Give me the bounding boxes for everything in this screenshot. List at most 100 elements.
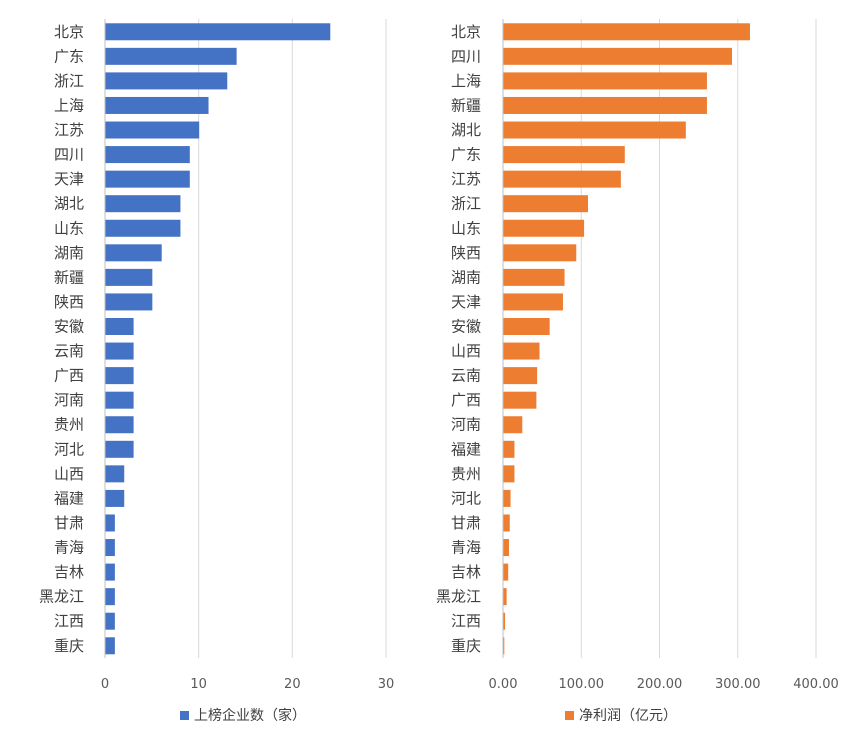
- left-category-label-4: 江苏: [54, 121, 84, 139]
- right-category-label-13: 山西: [451, 342, 481, 360]
- left-category-label-8: 山东: [54, 219, 84, 237]
- left-category-label-1: 广东: [54, 47, 84, 65]
- left-bar-17: [105, 440, 134, 458]
- left-category-label-20: 甘肃: [54, 514, 84, 532]
- left-bar-1: [105, 47, 237, 65]
- right-bar-16: [503, 416, 523, 434]
- right-category-label-24: 江西: [451, 612, 481, 630]
- left-category-label-0: 北京: [54, 23, 84, 41]
- right-category-label-5: 广东: [451, 146, 481, 164]
- left-category-label-5: 四川: [54, 146, 84, 164]
- right-bar-21: [503, 539, 509, 557]
- right-x-tick-label-2: 200.00: [637, 677, 683, 692]
- right-bar-10: [503, 268, 565, 286]
- left-bar-3: [105, 96, 209, 114]
- right-category-label-22: 吉林: [451, 563, 481, 581]
- left-bar-25: [105, 637, 115, 655]
- left-bar-19: [105, 489, 125, 507]
- left-x-tick-label-3: 30: [378, 677, 395, 692]
- left-category-label-23: 黑龙江: [39, 588, 84, 606]
- right-category-label-17: 福建: [451, 440, 481, 458]
- left-bar-22: [105, 563, 115, 581]
- right-x-tick-label-0: 0.00: [489, 677, 518, 692]
- left-bar-15: [105, 391, 134, 409]
- left-category-label-10: 新疆: [54, 268, 84, 286]
- left-x-tick-label-1: 10: [190, 677, 207, 692]
- right-category-label-1: 四川: [451, 47, 481, 65]
- right-bar-14: [503, 367, 538, 385]
- right-category-label-11: 天津: [451, 293, 481, 311]
- left-category-label-25: 重庆: [54, 637, 84, 655]
- left-bar-9: [105, 244, 162, 262]
- right-bar-8: [503, 219, 585, 237]
- left-bar-5: [105, 146, 190, 164]
- right-bar-11: [503, 293, 563, 311]
- right-category-label-25: 重庆: [451, 637, 481, 655]
- right-bar-3: [503, 96, 707, 114]
- left-bar-18: [105, 465, 125, 483]
- right-bar-1: [503, 47, 732, 65]
- right-bar-12: [503, 318, 550, 335]
- left-category-label-12: 安徽: [54, 318, 84, 336]
- right-bar-17: [503, 440, 515, 458]
- right-category-label-15: 广西: [451, 391, 481, 409]
- left-bar-0: [105, 23, 331, 41]
- right-category-label-14: 云南: [451, 367, 481, 385]
- left-category-label-9: 湖南: [54, 244, 84, 262]
- left-category-label-2: 浙江: [54, 72, 84, 90]
- right-bar-22: [503, 563, 509, 581]
- right-bar-18: [503, 465, 515, 483]
- left-category-label-15: 河南: [54, 391, 84, 409]
- left-x-tick-label-2: 20: [284, 677, 301, 692]
- right-category-label-16: 河南: [451, 416, 481, 434]
- left-bar-2: [105, 72, 228, 90]
- right-legend-swatch: [565, 711, 574, 720]
- right-category-label-18: 贵州: [451, 465, 481, 483]
- right-category-label-20: 甘肃: [451, 514, 481, 532]
- right-category-label-8: 山东: [451, 219, 481, 237]
- left-bar-13: [105, 342, 134, 360]
- left-x-tick-label-0: 0: [101, 677, 109, 692]
- left-category-label-14: 广西: [54, 367, 84, 385]
- left-bar-14: [105, 367, 134, 385]
- right-category-label-7: 浙江: [451, 195, 481, 213]
- right-category-label-4: 湖北: [451, 121, 481, 139]
- right-x-tick-label-3: 300.00: [715, 677, 761, 692]
- left-category-label-19: 福建: [54, 489, 84, 507]
- left-category-label-11: 陕西: [54, 293, 84, 311]
- left-bar-21: [105, 539, 115, 557]
- left-bar-8: [105, 219, 181, 237]
- right-category-label-9: 陕西: [451, 244, 481, 262]
- right-bar-15: [503, 391, 537, 409]
- right-category-label-19: 河北: [451, 489, 481, 507]
- right-category-label-6: 江苏: [451, 170, 481, 188]
- right-category-label-23: 黑龙江: [436, 588, 481, 606]
- left-bar-20: [105, 514, 115, 532]
- right-bar-5: [503, 146, 625, 164]
- left-category-label-6: 天津: [54, 170, 84, 188]
- left-bar-16: [105, 416, 134, 434]
- left-category-label-3: 上海: [54, 96, 84, 114]
- left-bar-6: [105, 170, 190, 188]
- right-category-label-3: 新疆: [451, 96, 481, 114]
- left-bar-7: [105, 195, 181, 213]
- left-category-label-24: 江西: [54, 612, 84, 630]
- left-category-label-22: 吉林: [54, 563, 84, 581]
- left-category-label-17: 河北: [54, 440, 84, 458]
- right-bar-9: [503, 244, 577, 262]
- right-category-label-0: 北京: [451, 23, 481, 41]
- right-category-label-2: 上海: [451, 72, 481, 90]
- right-x-tick-label-1: 100.00: [559, 677, 605, 692]
- right-bar-19: [503, 489, 511, 507]
- right-bar-6: [503, 170, 621, 188]
- right-category-label-12: 安徽: [451, 318, 481, 336]
- left-bar-10: [105, 268, 153, 286]
- left-bar-12: [105, 318, 134, 335]
- right-category-label-21: 青海: [451, 539, 481, 557]
- left-category-label-21: 青海: [54, 539, 84, 557]
- left-bar-24: [105, 612, 115, 630]
- right-bar-20: [503, 514, 510, 532]
- right-bar-23: [503, 588, 507, 606]
- left-category-label-16: 贵州: [54, 416, 84, 434]
